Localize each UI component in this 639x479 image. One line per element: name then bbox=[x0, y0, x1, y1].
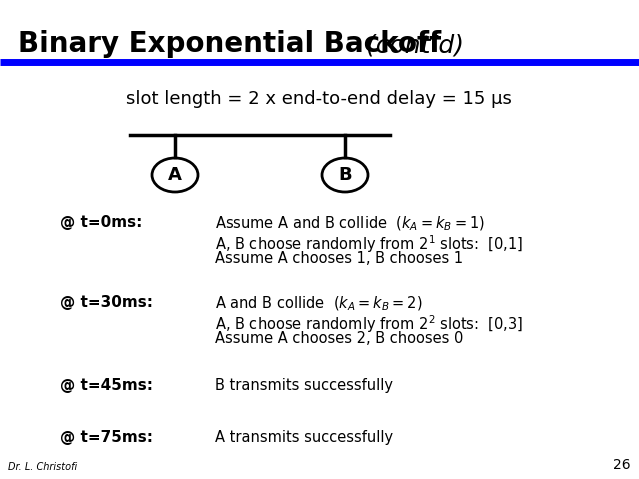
Text: Assume A chooses 2, B chooses 0: Assume A chooses 2, B chooses 0 bbox=[215, 331, 463, 346]
Text: @ t=75ms:: @ t=75ms: bbox=[60, 430, 153, 445]
Text: A, B choose randomly from $2^2$ slots:  [0,3]: A, B choose randomly from $2^2$ slots: [… bbox=[215, 313, 523, 335]
Text: (cont’d): (cont’d) bbox=[358, 33, 464, 57]
Text: Dr. L. Christofi: Dr. L. Christofi bbox=[8, 462, 77, 472]
Text: A transmits successfully: A transmits successfully bbox=[215, 430, 393, 445]
Text: @ t=45ms:: @ t=45ms: bbox=[60, 378, 153, 393]
Text: Binary Exponential Backoff: Binary Exponential Backoff bbox=[18, 30, 442, 58]
Text: Assume A and B collide  ($k_A = k_B = 1$): Assume A and B collide ($k_A = k_B = 1$) bbox=[215, 215, 485, 233]
Text: A, B choose randomly from $2^1$ slots:  [0,1]: A, B choose randomly from $2^1$ slots: [… bbox=[215, 233, 523, 255]
Text: @ t=30ms:: @ t=30ms: bbox=[60, 295, 153, 310]
Text: slot length = 2 x end-to-end delay = 15 μs: slot length = 2 x end-to-end delay = 15 … bbox=[126, 90, 512, 108]
Text: Assume A chooses 1, B chooses 1: Assume A chooses 1, B chooses 1 bbox=[215, 251, 463, 266]
Text: A and B collide  ($k_A = k_B = 2$): A and B collide ($k_A = k_B = 2$) bbox=[215, 295, 422, 313]
Text: A: A bbox=[168, 166, 182, 184]
Text: B: B bbox=[338, 166, 352, 184]
Ellipse shape bbox=[322, 158, 368, 192]
Ellipse shape bbox=[152, 158, 198, 192]
Text: B transmits successfully: B transmits successfully bbox=[215, 378, 393, 393]
Text: 26: 26 bbox=[613, 458, 631, 472]
Text: @ t=0ms:: @ t=0ms: bbox=[60, 215, 142, 230]
